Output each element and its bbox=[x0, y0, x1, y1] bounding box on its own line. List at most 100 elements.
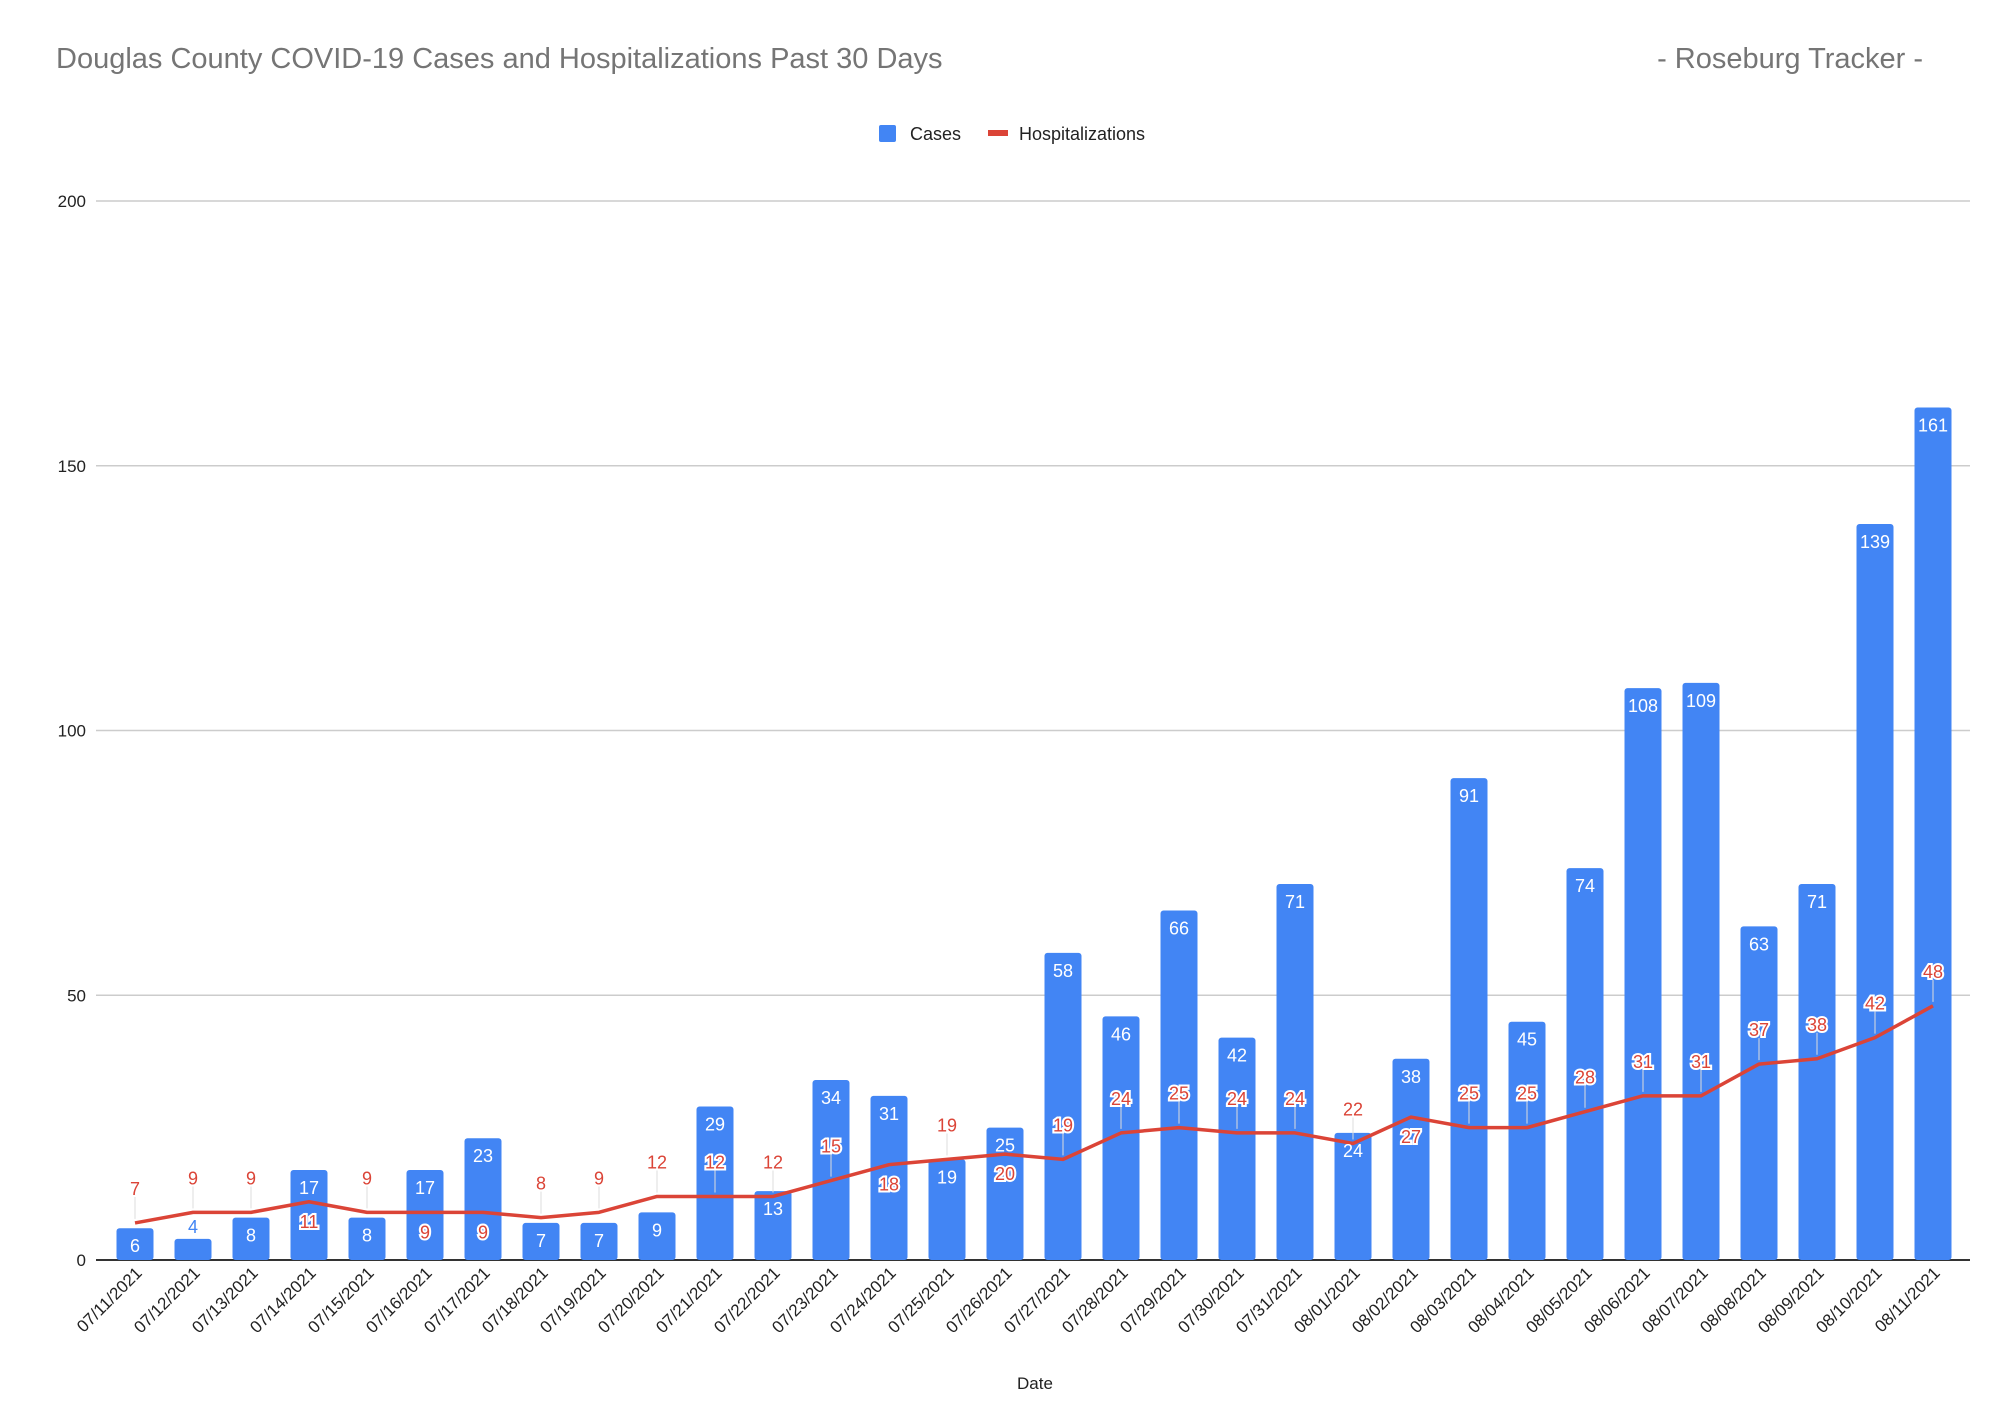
data-label-cases: 29 bbox=[705, 1114, 725, 1134]
data-label-cases: 161 bbox=[1918, 416, 1948, 436]
data-label-cases: 139 bbox=[1860, 532, 1890, 552]
data-label-hospitalizations: 28 bbox=[1575, 1068, 1595, 1088]
y-tick-label: 200 bbox=[58, 192, 86, 211]
bar-cases[interactable] bbox=[290, 1169, 328, 1260]
data-label-cases: 7 bbox=[594, 1231, 604, 1251]
data-label-hospitalizations: 25 bbox=[1517, 1084, 1537, 1104]
bar-cases[interactable] bbox=[1566, 868, 1604, 1260]
x-axis-title: Date bbox=[1017, 1374, 1053, 1393]
bar-cases[interactable] bbox=[1798, 884, 1836, 1260]
bar-cases[interactable] bbox=[1334, 1132, 1372, 1260]
data-label-hospitalizations: 24 bbox=[1111, 1089, 1131, 1109]
bar-cases[interactable] bbox=[754, 1191, 792, 1260]
legend-cases-swatch bbox=[879, 125, 896, 142]
data-label-hospitalizations: 9 bbox=[478, 1222, 488, 1242]
data-label-cases: 63 bbox=[1749, 934, 1769, 954]
data-label-cases: 23 bbox=[473, 1146, 493, 1166]
chart-title: Douglas County COVID-19 Cases and Hospit… bbox=[56, 43, 943, 75]
data-label-cases: 46 bbox=[1111, 1024, 1131, 1044]
bar-cases[interactable] bbox=[1102, 1016, 1140, 1260]
data-label-hospitalizations: 12 bbox=[705, 1152, 725, 1172]
y-tick-label: 50 bbox=[67, 986, 86, 1005]
data-label-hospitalizations: 19 bbox=[937, 1115, 957, 1135]
bar-cases[interactable] bbox=[1218, 1037, 1256, 1260]
data-label-cases: 71 bbox=[1807, 892, 1827, 912]
y-tick-label: 100 bbox=[58, 722, 86, 741]
data-label-hospitalizations: 9 bbox=[246, 1168, 256, 1188]
data-label-hospitalizations: 12 bbox=[647, 1152, 667, 1172]
bar-cases[interactable] bbox=[1392, 1058, 1430, 1260]
bar-cases[interactable] bbox=[1508, 1021, 1546, 1260]
data-label-cases: 13 bbox=[763, 1199, 783, 1219]
bar-cases[interactable] bbox=[1450, 778, 1488, 1260]
bar-cases[interactable] bbox=[522, 1222, 560, 1260]
bar-cases[interactable] bbox=[348, 1217, 386, 1260]
bar-cases[interactable] bbox=[232, 1217, 270, 1260]
bar-cases[interactable] bbox=[580, 1222, 618, 1260]
data-label-cases: 34 bbox=[821, 1088, 841, 1108]
y-tick-label: 0 bbox=[77, 1251, 86, 1270]
data-label-hospitalizations: 18 bbox=[879, 1175, 899, 1195]
data-label-cases: 71 bbox=[1285, 892, 1305, 912]
data-label-cases: 108 bbox=[1628, 696, 1658, 716]
data-label-hospitalizations: 15 bbox=[821, 1137, 841, 1157]
bar-cases[interactable] bbox=[638, 1212, 676, 1260]
bar-cases[interactable] bbox=[986, 1127, 1024, 1260]
data-label-hospitalizations: 22 bbox=[1343, 1100, 1363, 1120]
data-label-cases: 8 bbox=[362, 1226, 372, 1246]
line-hospitalizations[interactable] bbox=[134, 1004, 1934, 1225]
data-label-cases: 17 bbox=[299, 1178, 319, 1198]
data-label-cases: 7 bbox=[536, 1231, 546, 1251]
bar-cases[interactable] bbox=[1160, 910, 1198, 1260]
data-label-cases: 9 bbox=[652, 1220, 662, 1240]
data-label-cases: 38 bbox=[1401, 1067, 1421, 1087]
data-label-hospitalizations: 31 bbox=[1691, 1052, 1711, 1072]
bar-cases[interactable] bbox=[1044, 952, 1082, 1260]
bar-cases[interactable] bbox=[1856, 523, 1894, 1260]
bar-cases[interactable] bbox=[1624, 688, 1662, 1260]
data-label-cases: 45 bbox=[1517, 1030, 1537, 1050]
data-label-cases: 31 bbox=[879, 1104, 899, 1124]
data-label-hospitalizations: 38 bbox=[1807, 1015, 1827, 1035]
data-label-hospitalizations: 9 bbox=[362, 1168, 372, 1188]
bar-cases[interactable] bbox=[1682, 682, 1720, 1260]
data-label-hospitalizations: 12 bbox=[763, 1152, 783, 1172]
data-label-hospitalizations: 37 bbox=[1749, 1020, 1769, 1040]
bar-cases[interactable] bbox=[174, 1238, 212, 1260]
data-label-cases: 74 bbox=[1575, 876, 1595, 896]
bar-cases[interactable] bbox=[870, 1095, 908, 1260]
data-label-hospitalizations: 24 bbox=[1227, 1089, 1247, 1109]
data-label-hospitalizations: 11 bbox=[300, 1212, 319, 1232]
data-label-hospitalizations: 24 bbox=[1285, 1089, 1305, 1109]
bar-cases[interactable] bbox=[1740, 926, 1778, 1260]
data-label-hospitalizations: 19 bbox=[1053, 1115, 1073, 1135]
legend-hospitalizations-swatch bbox=[988, 130, 1008, 136]
data-label-cases: 6 bbox=[130, 1236, 140, 1256]
data-label-hospitalizations: 20 bbox=[995, 1164, 1015, 1184]
bar-cases[interactable] bbox=[464, 1138, 502, 1260]
data-label-hospitalizations: 9 bbox=[188, 1168, 198, 1188]
legend-cases-label: Cases bbox=[910, 124, 961, 144]
data-label-cases: 4 bbox=[188, 1217, 198, 1237]
bar-cases[interactable] bbox=[1276, 884, 1314, 1260]
legend-hospitalizations-label: Hospitalizations bbox=[1019, 124, 1145, 144]
data-label-cases: 91 bbox=[1459, 786, 1479, 806]
bar-cases[interactable] bbox=[1914, 407, 1952, 1260]
data-label-cases: 109 bbox=[1686, 691, 1716, 711]
data-label-cases: 24 bbox=[1343, 1141, 1363, 1161]
data-label-cases: 42 bbox=[1227, 1046, 1247, 1066]
data-label-hospitalizations: 25 bbox=[1169, 1084, 1189, 1104]
data-label-hospitalizations: 31 bbox=[1633, 1052, 1653, 1072]
data-label-hospitalizations: 7 bbox=[130, 1179, 140, 1199]
data-label-hospitalizations: 8 bbox=[536, 1174, 546, 1194]
chart-subtitle: - Roseburg Tracker - bbox=[1657, 43, 1923, 75]
data-label-hospitalizations: 9 bbox=[420, 1222, 430, 1242]
data-label-cases: 25 bbox=[995, 1136, 1015, 1156]
data-label-hospitalizations: 9 bbox=[594, 1168, 604, 1188]
bar-cases[interactable] bbox=[406, 1169, 444, 1260]
data-label-hospitalizations: 48 bbox=[1923, 962, 1943, 982]
bar-cases[interactable] bbox=[928, 1159, 966, 1260]
bar-cases[interactable] bbox=[116, 1228, 154, 1260]
data-label-hospitalizations: 27 bbox=[1401, 1127, 1421, 1147]
